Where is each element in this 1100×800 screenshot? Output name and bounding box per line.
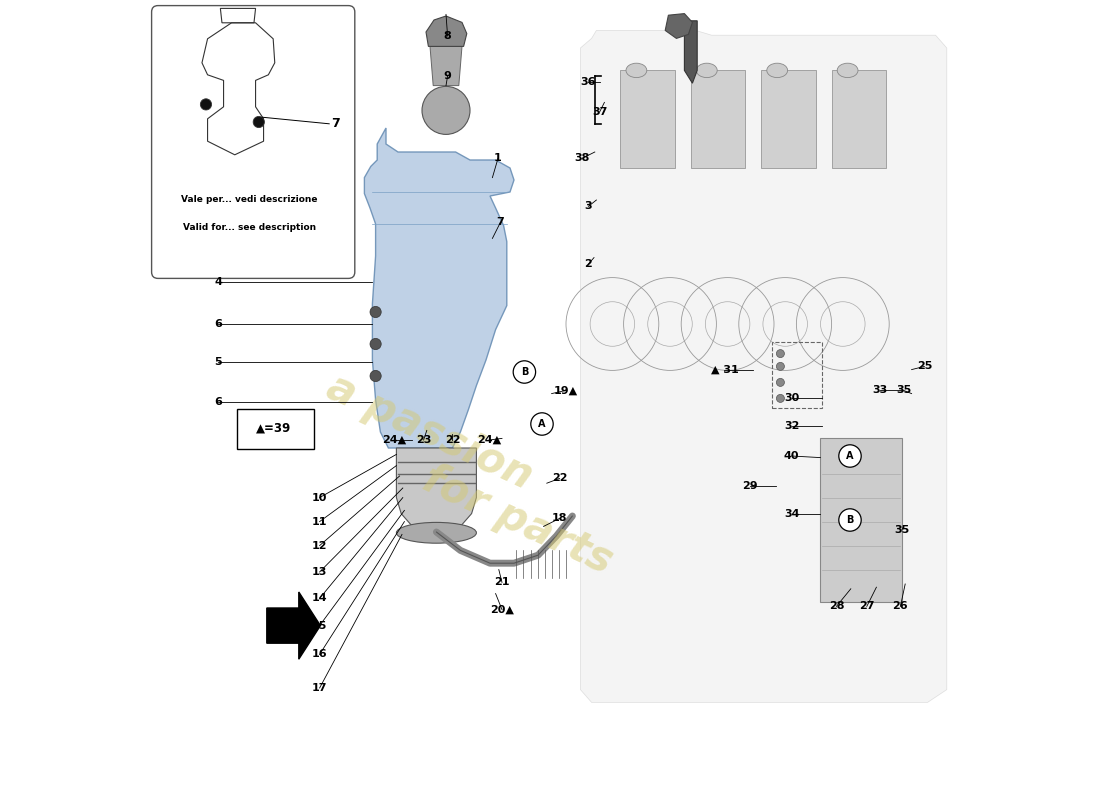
- Text: 6: 6: [214, 397, 222, 406]
- Circle shape: [422, 86, 470, 134]
- Circle shape: [370, 370, 382, 382]
- Polygon shape: [581, 30, 947, 702]
- Text: 32: 32: [784, 421, 800, 430]
- Text: B: B: [846, 515, 854, 525]
- Text: 14: 14: [311, 594, 328, 603]
- Ellipse shape: [837, 63, 858, 78]
- Text: 13: 13: [312, 567, 328, 577]
- Circle shape: [531, 413, 553, 435]
- Circle shape: [777, 378, 784, 386]
- Polygon shape: [426, 16, 466, 46]
- Circle shape: [777, 350, 784, 358]
- Text: 22: 22: [552, 474, 568, 483]
- Text: 28: 28: [828, 602, 844, 611]
- Text: 1: 1: [494, 154, 502, 163]
- Polygon shape: [666, 14, 692, 38]
- Text: 7: 7: [496, 218, 504, 227]
- Text: A: A: [538, 419, 546, 429]
- Polygon shape: [396, 448, 476, 533]
- Text: 17: 17: [312, 683, 328, 693]
- Text: 19▲: 19▲: [554, 386, 579, 395]
- Ellipse shape: [696, 63, 717, 78]
- Text: 7: 7: [331, 118, 340, 130]
- Text: a passion: a passion: [320, 366, 540, 498]
- Text: 36: 36: [581, 78, 596, 87]
- Circle shape: [839, 445, 861, 467]
- Ellipse shape: [626, 63, 647, 78]
- Text: ▲=39: ▲=39: [256, 422, 292, 434]
- Text: 38: 38: [574, 154, 590, 163]
- Text: 20▲: 20▲: [491, 605, 514, 614]
- Bar: [620, 70, 674, 168]
- Text: 23: 23: [416, 435, 431, 445]
- Polygon shape: [267, 592, 320, 659]
- Circle shape: [370, 306, 382, 318]
- Bar: [691, 70, 745, 168]
- Polygon shape: [430, 46, 462, 86]
- Bar: [832, 70, 886, 168]
- Circle shape: [839, 509, 861, 531]
- Polygon shape: [684, 21, 697, 83]
- Text: 25: 25: [916, 362, 932, 371]
- Text: 10: 10: [312, 493, 328, 502]
- Text: 24▲: 24▲: [477, 435, 502, 445]
- Text: 15: 15: [312, 621, 328, 630]
- Text: 12: 12: [312, 541, 328, 550]
- FancyBboxPatch shape: [152, 6, 355, 278]
- Text: 40: 40: [784, 451, 800, 461]
- Bar: [772, 342, 822, 408]
- Text: 27: 27: [859, 602, 874, 611]
- Text: Vale per... vedi descrizione: Vale per... vedi descrizione: [180, 195, 318, 205]
- Bar: [821, 438, 902, 602]
- Circle shape: [370, 338, 382, 350]
- Circle shape: [253, 116, 264, 127]
- Text: 3: 3: [584, 202, 592, 211]
- Text: 35: 35: [894, 525, 910, 534]
- Text: 4: 4: [214, 277, 222, 286]
- Text: 16: 16: [311, 650, 328, 659]
- Text: 37: 37: [592, 107, 607, 117]
- Text: Valid for... see description: Valid for... see description: [183, 223, 316, 233]
- Text: 29: 29: [742, 482, 758, 491]
- Text: 2: 2: [584, 259, 592, 269]
- Circle shape: [514, 361, 536, 383]
- FancyBboxPatch shape: [238, 409, 314, 449]
- Text: 22: 22: [444, 435, 460, 445]
- Text: 21: 21: [494, 578, 509, 587]
- Circle shape: [777, 362, 784, 370]
- Text: 33: 33: [872, 386, 888, 395]
- Text: A: A: [846, 451, 854, 461]
- Text: 35: 35: [896, 386, 911, 395]
- Text: for parts: for parts: [416, 458, 619, 582]
- Ellipse shape: [767, 63, 788, 78]
- Text: 5: 5: [214, 357, 222, 366]
- Text: 26: 26: [892, 602, 909, 611]
- Text: 9: 9: [443, 71, 451, 81]
- Text: 18: 18: [552, 514, 568, 523]
- Text: B: B: [520, 367, 528, 377]
- Circle shape: [777, 394, 784, 402]
- Circle shape: [200, 98, 211, 110]
- Bar: [761, 70, 815, 168]
- Polygon shape: [364, 128, 514, 448]
- Text: 11: 11: [312, 517, 328, 526]
- Ellipse shape: [396, 522, 476, 543]
- Text: ▲ 31: ▲ 31: [711, 365, 738, 374]
- Text: 24▲: 24▲: [382, 435, 406, 445]
- Text: 30: 30: [784, 394, 800, 403]
- Text: 34: 34: [784, 509, 800, 518]
- Text: 8: 8: [443, 31, 451, 41]
- Text: 6: 6: [214, 319, 222, 329]
